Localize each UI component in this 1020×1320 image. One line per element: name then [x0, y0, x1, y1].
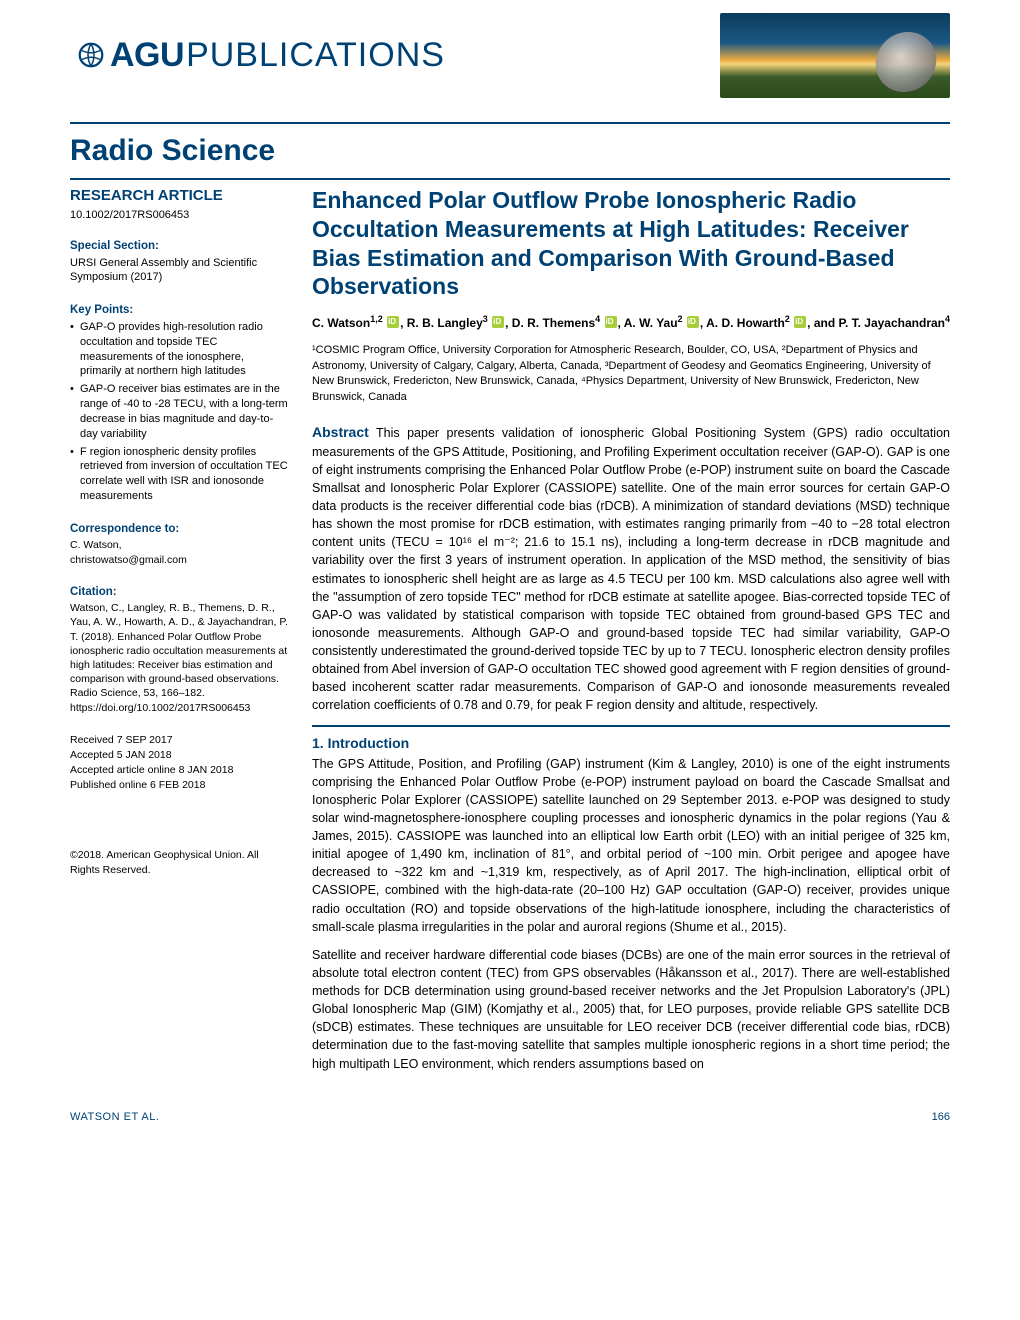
orcid-icon[interactable]: [687, 316, 699, 328]
doi: 10.1002/2017RS006453: [70, 208, 288, 223]
footer-authors: WATSON ET AL.: [70, 1111, 159, 1123]
abstract-label: Abstract: [312, 424, 369, 440]
section-heading: 1. Introduction: [312, 735, 950, 751]
body-paragraph: Satellite and receiver hardware differen…: [312, 946, 950, 1073]
keypoint-item: GAP-O provides high-resolution radio occ…: [70, 320, 288, 379]
mid-rule: [70, 178, 950, 180]
copyright: ©2018. American Geophysical Union. All R…: [70, 848, 288, 876]
keypoint-item: F region ionospheric density profiles re…: [70, 445, 288, 504]
orcid-icon[interactable]: [387, 316, 399, 328]
page-number: 166: [932, 1111, 950, 1123]
orcid-icon[interactable]: [794, 316, 806, 328]
sidebar: RESEARCH ARTICLE 10.1002/2017RS006453 Sp…: [70, 186, 288, 1083]
abstract: Abstract This paper presents validation …: [312, 422, 950, 714]
logo-main: AGU: [110, 36, 184, 75]
correspondence-label: Correspondence to:: [70, 522, 288, 538]
keypoints-label: Key Points:: [70, 303, 288, 319]
abstract-text: This paper presents validation of ionosp…: [312, 426, 950, 712]
date-published: Published online 6 FEB 2018: [70, 778, 288, 792]
correspondence-email[interactable]: christowatso@gmail.com: [70, 553, 288, 567]
top-rule: [70, 122, 950, 124]
keypoints-list: GAP-O provides high-resolution radio occ…: [70, 320, 288, 504]
article-type: RESEARCH ARTICLE: [70, 186, 288, 206]
section-rule: [312, 725, 950, 727]
correspondence-name: C. Watson,: [70, 538, 288, 552]
affiliations: ¹COSMIC Program Office, University Corpo…: [312, 343, 950, 407]
author-list: C. Watson1,2 , R. B. Langley3 , D. R. Th…: [312, 313, 950, 333]
citation-text: Watson, C., Langley, R. B., Themens, D. …: [70, 601, 288, 714]
page-footer: WATSON ET AL. 166: [70, 1111, 950, 1123]
article-dates: Received 7 SEP 2017 Accepted 5 JAN 2018 …: [70, 733, 288, 793]
publisher-banner: AGU PUBLICATIONS: [70, 0, 950, 110]
special-section-label: Special Section:: [70, 239, 288, 255]
journal-title: Radio Science: [70, 134, 950, 168]
date-accepted-online: Accepted article online 8 JAN 2018: [70, 763, 288, 777]
agu-globe-icon: [76, 40, 106, 70]
body-paragraph: The GPS Attitude, Position, and Profilin…: [312, 755, 950, 936]
article-title: Enhanced Polar Outflow Probe Ionospheric…: [312, 186, 950, 301]
logo-sub: PUBLICATIONS: [186, 36, 445, 75]
main-content: Enhanced Polar Outflow Probe Ionospheric…: [312, 186, 950, 1083]
journal-cover-thumbnail: [720, 13, 950, 98]
keypoint-item: GAP-O receiver bias estimates are in the…: [70, 382, 288, 441]
date-received: Received 7 SEP 2017: [70, 733, 288, 747]
orcid-icon[interactable]: [492, 316, 504, 328]
publisher-logo: AGU PUBLICATIONS: [70, 36, 445, 75]
special-section-name[interactable]: URSI General Assembly and Scientific Sym…: [70, 256, 288, 286]
orcid-icon[interactable]: [605, 316, 617, 328]
citation-label: Citation:: [70, 585, 288, 601]
date-accepted: Accepted 5 JAN 2018: [70, 748, 288, 762]
